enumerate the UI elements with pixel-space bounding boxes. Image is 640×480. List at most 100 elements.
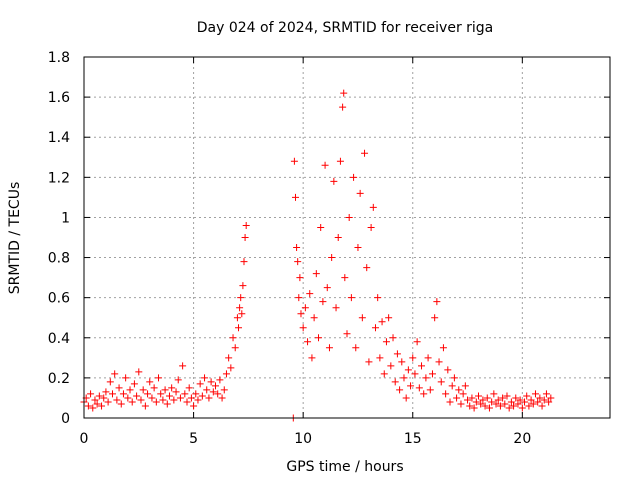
data-point: [514, 400, 522, 408]
data-point: [374, 294, 382, 302]
x-tick-label: 10: [294, 431, 312, 447]
data-point: [194, 396, 202, 404]
data-point: [89, 404, 97, 412]
data-point: [332, 304, 340, 312]
data-point: [350, 173, 358, 181]
data-point: [174, 376, 182, 384]
data-point: [503, 392, 511, 400]
data-point: [328, 254, 336, 262]
y-axis-label: SRMTID / TECUs: [7, 182, 23, 295]
data-point: [393, 350, 401, 358]
data-point: [214, 390, 222, 398]
data-point: [130, 380, 138, 388]
data-point: [477, 400, 485, 408]
data-point: [531, 390, 539, 398]
data-point: [295, 294, 303, 302]
data-point: [404, 366, 412, 374]
data-point: [159, 396, 167, 404]
data-point: [424, 354, 432, 362]
data-point: [411, 370, 419, 378]
data-point: [385, 314, 393, 322]
data-point: [315, 334, 323, 342]
data-point: [170, 396, 178, 404]
data-point: [446, 398, 454, 406]
data-point: [466, 402, 474, 410]
data-point: [229, 334, 237, 342]
data-point: [361, 149, 369, 157]
data-point: [413, 338, 421, 346]
data-point: [128, 398, 136, 406]
data-point: [291, 193, 299, 201]
data-point: [521, 398, 529, 406]
data-point: [115, 384, 123, 392]
data-point: [179, 362, 187, 370]
data-point: [190, 402, 198, 410]
data-point: [336, 157, 344, 165]
data-point: [457, 400, 465, 408]
data-point: [220, 386, 228, 394]
data-point: [124, 394, 132, 402]
data-point: [308, 354, 316, 362]
data-point: [470, 404, 478, 412]
data-point: [431, 314, 439, 322]
data-point: [354, 244, 362, 252]
data-point: [157, 390, 165, 398]
data-point: [490, 390, 498, 398]
x-tick-label: 20: [513, 431, 531, 447]
data-point: [146, 378, 154, 386]
data-point: [527, 396, 535, 404]
data-point: [209, 388, 217, 396]
data-point: [494, 396, 502, 404]
data-point: [155, 374, 163, 382]
data-point: [126, 386, 134, 394]
data-point: [181, 390, 189, 398]
data-point: [176, 394, 184, 402]
data-point: [227, 364, 235, 372]
data-point: [422, 374, 430, 382]
data-point: [304, 338, 312, 346]
y-tick-label: 1.4: [48, 130, 70, 146]
data-point: [365, 358, 373, 366]
x-tick-label: 0: [80, 431, 89, 447]
data-point: [343, 330, 351, 338]
data-point: [459, 390, 467, 398]
data-point: [518, 404, 526, 412]
data-point: [538, 402, 546, 410]
data-point: [150, 384, 158, 392]
data-point: [525, 402, 533, 410]
data-point: [391, 378, 399, 386]
data-point: [512, 394, 520, 402]
data-point: [534, 398, 542, 406]
data-point: [296, 274, 304, 282]
data-point: [516, 396, 524, 404]
data-point: [371, 324, 379, 332]
data-point: [319, 298, 327, 306]
data-point: [345, 213, 353, 221]
y-tick-label: 0: [61, 411, 70, 427]
data-point: [241, 234, 249, 241]
x-axis-label: GPS time / hours: [286, 459, 403, 475]
data-point: [378, 318, 386, 326]
data-point: [433, 298, 441, 306]
data-point: [222, 370, 230, 378]
data-point: [400, 374, 408, 382]
y-tick-label: 0.6: [48, 291, 70, 307]
data-point: [325, 344, 333, 352]
data-point: [545, 398, 553, 406]
data-point: [139, 386, 147, 394]
data-point: [330, 177, 338, 185]
y-tick-label: 0.4: [48, 331, 70, 347]
data-point: [98, 402, 106, 410]
data-point: [133, 392, 141, 400]
data-point: [117, 400, 125, 408]
data-point: [464, 396, 472, 404]
data-point: [312, 270, 320, 278]
axis-ticks: [83, 56, 610, 419]
chart-title: Day 024 of 2024, SRMTID for receiver rig…: [197, 20, 494, 36]
data-point: [233, 314, 241, 322]
data-point: [468, 394, 476, 402]
data-point: [334, 234, 342, 241]
data-point: [448, 382, 456, 390]
data-point: [218, 394, 226, 402]
